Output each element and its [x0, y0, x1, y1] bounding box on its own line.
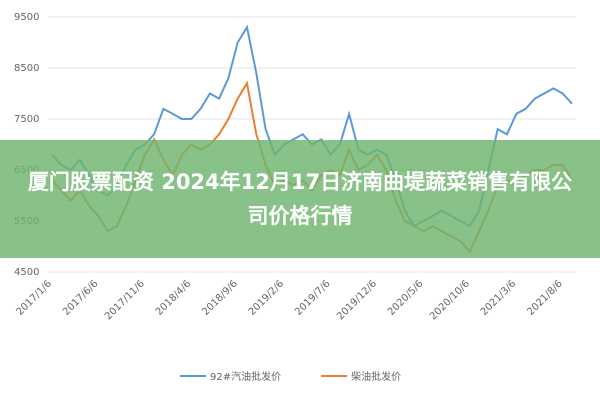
banner: 厦门股票配资 2024年12月17日济南曲堤蔬菜销售有限公司价格行情 [0, 140, 600, 258]
x-tick-label: 2017/1/6 [15, 278, 55, 318]
y-tick-label: 4500 [14, 267, 39, 278]
x-tick-label: 2017/11/6 [103, 278, 147, 322]
x-tick-label: 2018/4/6 [154, 278, 194, 318]
x-tick-label: 2019/7/6 [293, 278, 333, 318]
y-tick-label: 9500 [14, 12, 39, 23]
x-tick-label: 2019/12/6 [335, 278, 379, 322]
y-tick-label: 8500 [14, 63, 39, 74]
x-tick-label: 2021/3/6 [479, 278, 519, 318]
legend-label: 柴油批发价 [351, 370, 401, 383]
x-tick-label: 2017/6/6 [61, 278, 101, 318]
y-tick-label: 7500 [14, 114, 39, 125]
legend-label: 92#汽油批发价 [210, 370, 281, 383]
x-tick-label: 2021/8/6 [525, 278, 565, 318]
x-tick-label: 2019/2/6 [247, 278, 287, 318]
x-tick-label: 2020/10/6 [428, 278, 472, 322]
x-tick-label: 2018/9/6 [200, 278, 240, 318]
x-tick-label: 2020/5/6 [386, 278, 426, 318]
banner-title: 厦门股票配资 2024年12月17日济南曲堤蔬菜销售有限公司价格行情 [27, 170, 573, 228]
